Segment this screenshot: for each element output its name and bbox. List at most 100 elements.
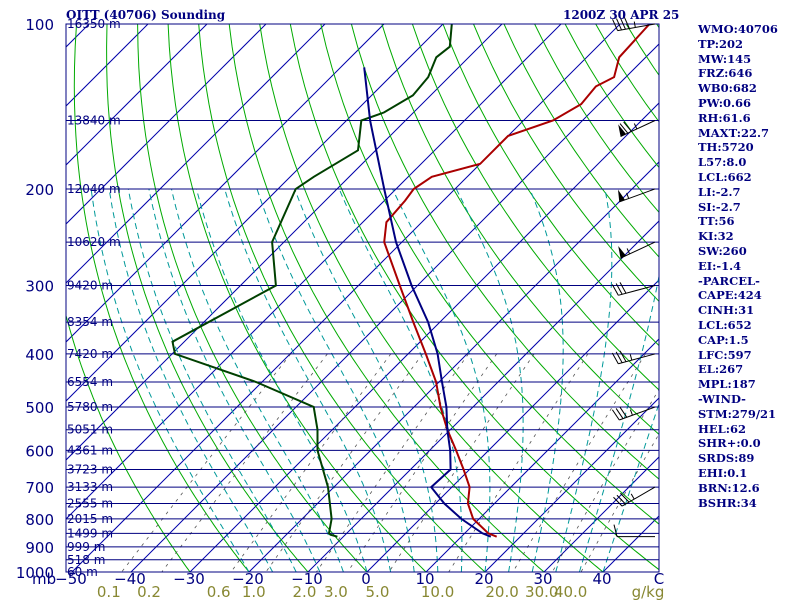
wind-barb (611, 282, 656, 296)
moist-adiabat (256, 188, 415, 572)
height-label: 2555 m (67, 497, 113, 511)
pressure-tick-label: 700 (25, 479, 54, 497)
dry-adiabat (106, 24, 309, 572)
dry-adiabat (198, 24, 486, 572)
grid-layer (66, 24, 800, 584)
stat-item: SHR+:0.0 (698, 436, 761, 451)
height-label: 10620 m (67, 235, 121, 249)
mixing-ratio-label: 0.2 (137, 583, 161, 600)
pressure-tick-label: 100 (25, 16, 54, 34)
dewpoint-profile (171, 24, 453, 538)
stat-item: LFC:597 (698, 347, 752, 362)
dry-adiabat (442, 24, 659, 347)
mixing-ratio-line (121, 353, 292, 572)
height-label: 7420 m (67, 347, 113, 361)
height-labels: 16350 m 13840 m 12040 m 10620 m 9420 m 8354 m… (67, 17, 121, 579)
pressure-tick-label: 500 (25, 399, 54, 417)
pressure-tick-label: 200 (25, 181, 54, 199)
stat-item: WMO:40706 (698, 22, 778, 36)
dry-adiabat (259, 24, 604, 572)
mixing-ratio-line (161, 353, 328, 572)
temperature-tick-label: 10 (415, 570, 434, 588)
stat-item: TH:5720 (698, 140, 754, 155)
stat-item: CINH:31 (698, 303, 755, 318)
height-label: 5780 m (67, 400, 113, 414)
dry-adiabat (350, 24, 659, 480)
moist-adiabat (224, 188, 392, 572)
isobar-layer (66, 23, 659, 573)
height-label: 16350 m (67, 17, 121, 31)
stat-item: BSHR:34 (698, 495, 757, 510)
stat-item: EL:267 (698, 362, 744, 377)
moist-adiabat (555, 188, 613, 572)
moist-adiabat (338, 188, 463, 572)
mixing-ratio-label: 5.0 (366, 583, 390, 600)
temperature-tick-label: 30 (533, 570, 552, 588)
stat-item: SRDS:89 (698, 451, 755, 466)
wind-barb (618, 188, 656, 203)
stat-item: RH:61.6 (698, 110, 751, 125)
mixing-ratio-label: 20.0 (485, 583, 518, 600)
wind-barbs (611, 17, 656, 538)
mixing-ratio-label: 0.6 (207, 583, 231, 600)
mixing-ratio-label: 10.0 (421, 583, 454, 600)
dry-adiabat (137, 24, 368, 572)
height-label: 60 m (67, 565, 98, 579)
moist-adiabat (196, 188, 368, 572)
height-label: 13840 m (67, 113, 121, 127)
temperature-tick-label: 20 (474, 570, 493, 588)
mixing-ratio-unit-label: g/kg (632, 583, 665, 600)
pressure-tick-label: 600 (25, 442, 54, 460)
dry-adiabat (289, 24, 659, 571)
temperature-tick-label: 40 (592, 570, 611, 588)
height-label: 9420 m (67, 278, 113, 292)
pressure-tick-label: 400 (25, 346, 54, 364)
stat-item: PW:0.66 (698, 95, 752, 110)
pressure-tick-label: 900 (25, 539, 54, 557)
moist-adiabat (171, 188, 344, 572)
wind-barb (613, 486, 656, 507)
isotherm-line (307, 220, 659, 572)
dry-adiabat (320, 24, 659, 525)
stat-item: -PARCEL- (698, 273, 760, 288)
mixing-ratio-label: 0.1 (97, 583, 121, 600)
moist-adiabat (602, 402, 659, 572)
temperature-tick-label: −30 (173, 570, 205, 588)
stat-item: -WIND- (698, 391, 746, 406)
isotherm-line (484, 397, 659, 572)
temperature-tick-label: −20 (232, 570, 264, 588)
dry-adiabat (779, 24, 800, 584)
moist-adiabat (148, 188, 321, 572)
pressure-tick-label: 800 (25, 511, 54, 529)
height-label: 12040 m (67, 182, 121, 196)
isotherm-line (71, 24, 621, 572)
isotherm-line (425, 338, 659, 572)
stat-item: TP:202 (698, 36, 744, 51)
height-label: 3723 m (67, 462, 113, 476)
mixing-ratio-line (347, 353, 498, 572)
mixing-ratio-line (315, 353, 469, 572)
stats-panel: WMO:40706 TP:202 MW:145 FRZ:646 WB0:682 PW:0.… (698, 22, 778, 510)
stat-item: MW:145 (698, 51, 752, 66)
isotherm-line (189, 102, 659, 572)
mixing-ratio-label: 3.0 (324, 583, 348, 600)
moist-adiabat (127, 188, 297, 572)
mixing-ratio-line (265, 353, 423, 572)
stat-item: L57:8.0 (698, 155, 747, 170)
dry-adiabat (473, 24, 659, 303)
stat-item: LCL:662 (698, 169, 752, 184)
temperature-unit-label: C (654, 570, 664, 588)
height-label: 4361 m (67, 443, 113, 457)
stat-item: FRZ:646 (698, 66, 753, 81)
stat-item: CAP:1.5 (698, 332, 749, 347)
height-label: 3133 m (67, 480, 113, 494)
height-label: 6554 m (67, 375, 113, 389)
height-label: 8354 m (67, 315, 113, 329)
stat-item: SI:-2.7 (698, 199, 741, 214)
temperature-profile (383, 24, 651, 538)
temperature-axis: −50 −40 −30 −20 −10 0 10 20 30 40 C (55, 570, 664, 588)
mixing-ratio-label: 2.0 (293, 583, 317, 600)
temperature-tick-label: 0 (361, 570, 371, 588)
